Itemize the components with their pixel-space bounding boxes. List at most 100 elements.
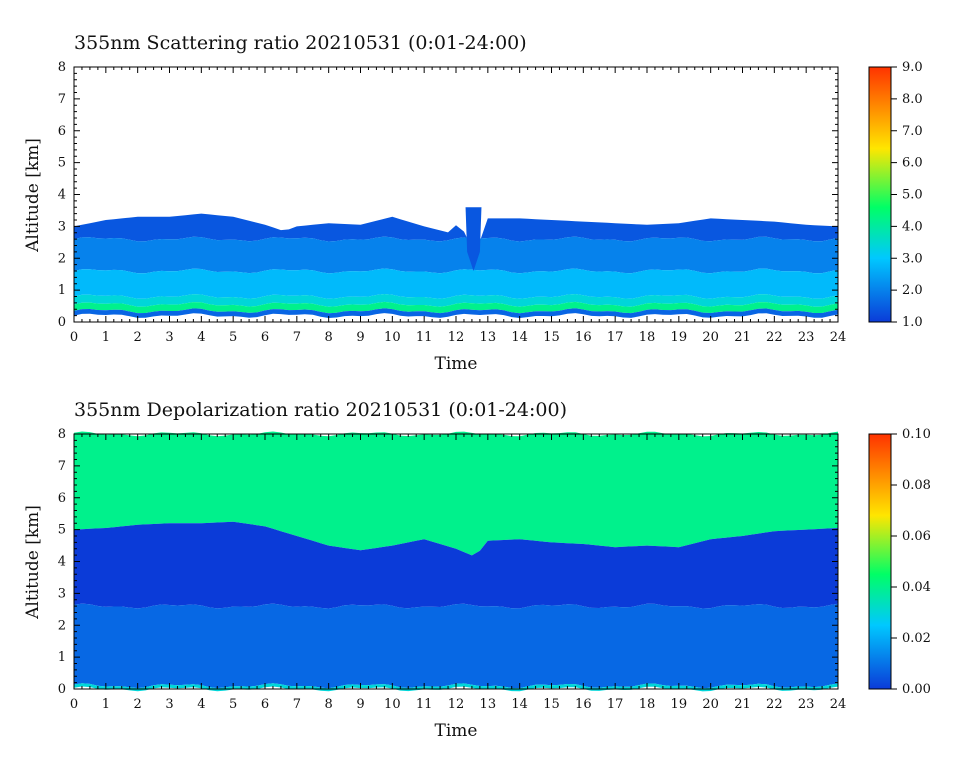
- axis-ticks: 0 1 2 3 4 5 6 7 8 9 10 11 12 13 14 15 16 17 18 19 20 21 22 23 24…: [58, 60, 847, 345]
- x-tick-label: 7: [293, 330, 301, 345]
- colorbar-tick-label: 0.10: [902, 427, 931, 442]
- x-tick-label: 1: [102, 697, 110, 712]
- x-tick-label: 11: [416, 697, 433, 712]
- x-tick-label: 15: [543, 697, 560, 712]
- y-tick-label: 0: [58, 315, 66, 330]
- y-tick-label: 7: [58, 92, 66, 107]
- x-tick-label: 23: [798, 330, 815, 345]
- y-tick-label: 5: [58, 523, 66, 538]
- layer-lower-aerosol: [74, 603, 838, 689]
- x-tick-label: 4: [197, 330, 205, 345]
- x-tick-label: 23: [798, 697, 815, 712]
- colorbar-ticks: 0.00 0.02 0.04 0.06 0.08 0.10: [891, 427, 931, 697]
- colorbar-ticks: 1.0 2.0 3.0 4.0 5.0 6.0 7.0 8.0 9.0: [891, 60, 923, 330]
- x-tick-label: 8: [325, 330, 333, 345]
- x-tick-label: 18: [639, 330, 656, 345]
- x-tick-label: 9: [356, 330, 364, 345]
- x-tick-label: 10: [384, 330, 401, 345]
- x-tick-label: 3: [165, 330, 173, 345]
- x-tick-label: 22: [766, 697, 783, 712]
- x-tick-label: 13: [480, 697, 497, 712]
- layer-ground: [74, 308, 838, 318]
- x-tick-label: 14: [511, 330, 528, 345]
- y-tick-label: 8: [58, 427, 66, 442]
- y-tick-label: 3: [58, 219, 66, 234]
- x-tick-label: 16: [575, 330, 592, 345]
- x-axis-label: Time: [435, 354, 478, 374]
- x-tick-label: 7: [293, 697, 301, 712]
- y-axis-label: Altitude [km]: [23, 505, 43, 620]
- y-tick-label: 6: [58, 124, 66, 139]
- gap-column: [465, 207, 482, 271]
- depolarization-ratio-panel: 355nm Depolarization ratio 20210531 (0:0…: [23, 399, 931, 741]
- x-tick-label: 14: [511, 697, 528, 712]
- colorbar-tick-label: 2.0: [902, 283, 923, 298]
- x-tick-label: 4: [197, 697, 205, 712]
- x-tick-label: 17: [607, 330, 624, 345]
- colorbar-tick-label: 9.0: [902, 60, 923, 75]
- x-tick-label: 13: [480, 330, 497, 345]
- y-tick-label: 6: [58, 491, 66, 506]
- y-tick-label: 3: [58, 586, 66, 601]
- x-tick-label: 6: [261, 330, 269, 345]
- x-tick-label: 12: [448, 697, 465, 712]
- scattering-ratio-panel: 355nm Scattering ratio 20210531 (0:01-24…: [23, 32, 923, 374]
- x-axis-label: Time: [435, 721, 478, 741]
- layer-mid-layer: [74, 236, 838, 274]
- x-tick-label: 21: [734, 330, 751, 345]
- y-tick-label: 4: [58, 555, 66, 570]
- colorbar-tick-label: 0.08: [902, 478, 931, 493]
- chart-title: 355nm Scattering ratio 20210531 (0:01-24…: [74, 32, 527, 54]
- layer-surface-layer: [74, 301, 838, 314]
- y-tick-label: 2: [58, 618, 66, 633]
- x-tick-label: 10: [384, 697, 401, 712]
- chart-title: 355nm Depolarization ratio 20210531 (0:0…: [74, 399, 567, 421]
- y-tick-label: 8: [58, 60, 66, 75]
- x-tick-label: 11: [416, 330, 433, 345]
- layer-boundary-layer: [74, 294, 838, 307]
- x-tick-label: 19: [671, 330, 688, 345]
- colorbar-tick-label: 0.00: [902, 682, 931, 697]
- x-tick-label: 3: [165, 697, 173, 712]
- x-tick-label: 1: [102, 330, 110, 345]
- y-tick-label: 4: [58, 188, 66, 203]
- x-tick-label: 16: [575, 697, 592, 712]
- x-tick-label: 21: [734, 697, 751, 712]
- y-tick-label: 7: [58, 459, 66, 474]
- x-tick-label: 9: [356, 697, 364, 712]
- x-tick-label: 24: [830, 697, 847, 712]
- x-tick-label: 20: [702, 697, 719, 712]
- x-tick-label: 0: [70, 697, 78, 712]
- layer-lower-layer: [74, 268, 838, 299]
- layer-upper-aerosol: [74, 521, 838, 609]
- colorbar-tick-label: 0.06: [902, 529, 931, 544]
- colorbar-tick-label: 0.02: [902, 631, 931, 646]
- x-tick-label: 20: [702, 330, 719, 345]
- y-tick-label: 2: [58, 251, 66, 266]
- layer-noise-region: [74, 431, 838, 556]
- x-tick-label: 17: [607, 697, 624, 712]
- x-tick-label: 24: [830, 330, 847, 345]
- y-tick-label: 5: [58, 156, 66, 171]
- axis-ticks: 0 1 2 3 4 5 6 7 8 9 10 11 12 13 14 15 16 17 18 19 20 21 22 23 24…: [58, 427, 847, 712]
- y-tick-label: 0: [58, 682, 66, 697]
- y-tick-label: 1: [58, 283, 66, 298]
- colorbar: [868, 66, 892, 323]
- colorbar-tick-label: 8.0: [902, 92, 923, 107]
- x-tick-label: 18: [639, 697, 656, 712]
- x-tick-label: 5: [229, 330, 237, 345]
- colorbar-tick-label: 5.0: [902, 188, 923, 203]
- colorbar-tick-label: 4.0: [902, 219, 923, 234]
- x-tick-label: 6: [261, 697, 269, 712]
- colorbar: [868, 433, 892, 690]
- colorbar-tick-label: 0.04: [902, 580, 931, 595]
- layer-top-layer: [74, 213, 838, 249]
- x-tick-label: 2: [134, 330, 142, 345]
- x-tick-label: 2: [134, 697, 142, 712]
- plot-area: [74, 207, 838, 318]
- x-tick-label: 8: [325, 697, 333, 712]
- x-tick-label: 15: [543, 330, 560, 345]
- colorbar-tick-label: 7.0: [902, 124, 923, 139]
- plot-area: [74, 431, 838, 692]
